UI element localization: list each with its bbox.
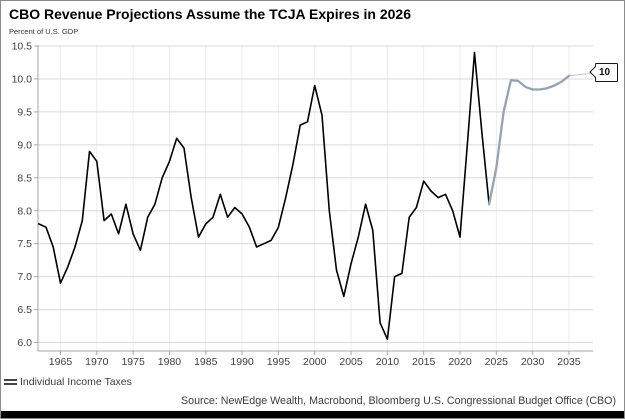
projection-line-series xyxy=(487,74,571,206)
svg-text:2015: 2015 xyxy=(412,356,436,368)
svg-text:1975: 1975 xyxy=(121,356,145,368)
svg-text:10.5: 10.5 xyxy=(12,41,33,53)
svg-text:2035: 2035 xyxy=(557,356,581,368)
svg-text:1995: 1995 xyxy=(267,356,291,368)
svg-text:2030: 2030 xyxy=(521,356,545,368)
axes xyxy=(37,45,593,352)
callout-value: 10 xyxy=(599,67,611,78)
vertical-gridlines xyxy=(59,46,570,351)
historical-line-series xyxy=(37,51,490,341)
svg-text:9.0: 9.0 xyxy=(17,139,32,151)
svg-text:1980: 1980 xyxy=(158,356,182,368)
source-attribution: Source: NewEdge Wealth, Macrobond, Bloom… xyxy=(181,395,617,407)
svg-text:2005: 2005 xyxy=(339,356,363,368)
svg-text:2020: 2020 xyxy=(448,356,472,368)
line-series-marker-icon xyxy=(4,379,17,387)
y-axis-unit-label: Percent of U.S. GDP xyxy=(9,27,79,36)
svg-text:2000: 2000 xyxy=(303,356,327,368)
svg-text:1970: 1970 xyxy=(85,356,109,368)
svg-text:6.0: 6.0 xyxy=(17,337,32,349)
svg-text:8.5: 8.5 xyxy=(17,172,32,184)
svg-text:1990: 1990 xyxy=(230,356,254,368)
svg-text:2010: 2010 xyxy=(376,356,400,368)
last-value-callout: 10 xyxy=(589,63,618,82)
svg-text:8.0: 8.0 xyxy=(17,205,32,217)
svg-text:2025: 2025 xyxy=(485,356,509,368)
svg-text:10.0: 10.0 xyxy=(12,73,33,85)
svg-text:1965: 1965 xyxy=(49,356,73,368)
legend-label: Individual Income Taxes xyxy=(20,376,132,388)
page-title: CBO Revenue Projections Assume the TCJA … xyxy=(9,6,411,22)
bottom-bar xyxy=(1,411,624,418)
tick-labels: 6.0 6.5 7.0 7.5 8.0 8.5 9.0 9.5 10.0 10.5 1965 1970… xyxy=(12,41,581,369)
svg-text:7.5: 7.5 xyxy=(17,238,32,250)
svg-text:1985: 1985 xyxy=(194,356,218,368)
horizontal-gridlines xyxy=(38,45,593,344)
svg-text:9.5: 9.5 xyxy=(17,106,32,118)
svg-text:7.0: 7.0 xyxy=(17,271,32,283)
svg-text:6.5: 6.5 xyxy=(17,304,32,316)
